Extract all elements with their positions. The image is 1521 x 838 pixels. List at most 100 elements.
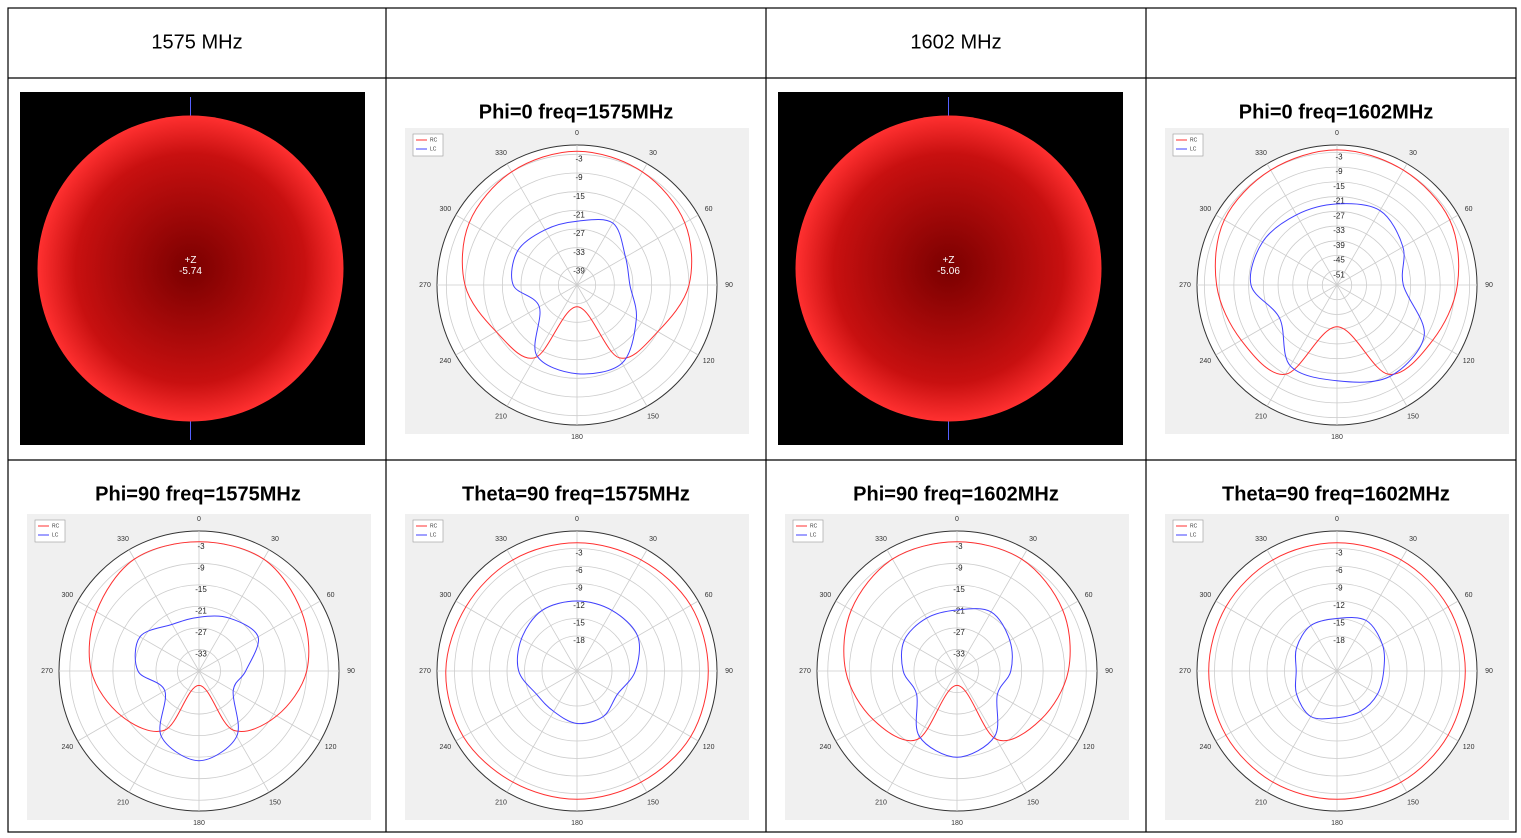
series-line	[511, 218, 637, 375]
radial-tick-label: -27	[573, 229, 585, 238]
grid-spoke	[576, 284, 699, 356]
radial-tick-label: -15	[195, 585, 207, 594]
grid-spoke	[576, 163, 648, 286]
series-line	[900, 608, 1013, 758]
angle-tick-label: 180	[193, 820, 205, 827]
series-line	[445, 542, 709, 800]
chart-title: Theta=90 freq=1575MHz	[462, 483, 690, 505]
angle-tick-label: 330	[495, 150, 507, 157]
radial-tick-label: -33	[953, 650, 965, 659]
angle-tick-label: 120	[703, 744, 715, 751]
grid-spoke	[1215, 600, 1338, 672]
pattern-value: -5.06	[937, 266, 960, 277]
radial-tick-label: -27	[195, 628, 207, 637]
polar-chart: Phi=0 freq=1575MHz 0 30 60 90 120 150 180 210 240…	[405, 101, 749, 441]
grid-spoke	[506, 670, 578, 793]
angle-tick-label: 90	[1485, 668, 1493, 675]
grid-spoke	[1336, 284, 1459, 356]
angle-tick-label: 240	[440, 744, 452, 751]
angle-tick-label: 90	[1105, 668, 1113, 675]
angle-tick-label: 150	[1407, 799, 1419, 806]
pattern-value: -5.74	[179, 266, 202, 277]
grid-spoke	[1266, 284, 1338, 407]
angle-tick-label: 90	[347, 668, 355, 675]
grid-spoke	[1336, 549, 1408, 672]
radial-tick-label: -9	[955, 563, 963, 572]
grid-spoke	[77, 600, 200, 672]
angle-tick-label: 60	[705, 206, 713, 213]
angle-tick-label: 120	[325, 744, 337, 751]
angle-tick-label: 330	[117, 536, 129, 543]
angle-tick-label: 180	[571, 434, 583, 441]
grid-spoke	[1336, 670, 1408, 793]
pattern-sphere	[37, 115, 344, 422]
legend	[1172, 519, 1204, 543]
angle-tick-label: 0	[575, 130, 579, 137]
grid-spoke	[956, 670, 1028, 793]
angle-tick-label: 300	[440, 592, 452, 599]
angle-tick-label: 30	[271, 536, 279, 543]
header-cell: 1602 MHz	[910, 31, 1001, 53]
grid-spoke	[455, 284, 578, 356]
angle-tick-label: 270	[1179, 668, 1191, 675]
pattern-axis-label: +Z	[943, 255, 955, 266]
grid-spoke	[576, 284, 648, 407]
radial-tick-label: -18	[1333, 636, 1345, 645]
radial-tick-label: -33	[573, 248, 585, 257]
legend-label: RC	[430, 137, 438, 143]
angle-tick-label: 300	[440, 206, 452, 213]
table-borders	[7, 7, 1517, 833]
radial-tick-label: -3	[1335, 549, 1343, 558]
radial-tick-label: -3	[575, 549, 583, 558]
radial-tick-label: -3	[197, 542, 205, 551]
grid-spoke	[1336, 214, 1459, 286]
angle-tick-label: 270	[1179, 282, 1191, 289]
series-line	[88, 541, 310, 732]
angle-tick-label: 240	[440, 358, 452, 365]
legend	[412, 133, 444, 157]
angle-tick-label: 150	[647, 413, 659, 420]
angle-tick-label: 240	[62, 744, 74, 751]
angle-tick-label: 120	[1083, 744, 1095, 751]
angle-tick-label: 300	[1200, 206, 1212, 213]
legend-label: RC	[52, 523, 60, 529]
angle-tick-label: 150	[1407, 413, 1419, 420]
angle-tick-label: 30	[649, 150, 657, 157]
grid-spoke	[576, 214, 699, 286]
grid-spoke	[506, 163, 578, 286]
grid-spoke	[1266, 163, 1338, 286]
angle-tick-label: 180	[1331, 820, 1343, 827]
angle-tick-label: 30	[1409, 536, 1417, 543]
grid-spoke	[835, 670, 958, 742]
angle-tick-label: 300	[820, 592, 832, 599]
grid-spoke	[455, 214, 578, 286]
grid-spoke	[956, 670, 1079, 742]
angle-tick-label: 240	[820, 744, 832, 751]
radial-tick-label: -3	[1335, 152, 1343, 161]
chart-title: Theta=90 freq=1602MHz	[1222, 483, 1450, 505]
series-line	[516, 600, 640, 725]
angle-tick-label: 0	[197, 516, 201, 523]
angle-tick-label: 60	[705, 592, 713, 599]
angle-tick-label: 60	[327, 592, 335, 599]
angle-tick-label: 0	[575, 516, 579, 523]
legend-label: LC	[52, 532, 59, 538]
angle-tick-label: 30	[1409, 150, 1417, 157]
angle-tick-label: 90	[725, 282, 733, 289]
legend-label: RC	[810, 523, 818, 529]
angle-tick-label: 210	[495, 799, 507, 806]
pattern-sphere	[795, 115, 1102, 422]
angle-tick-label: 90	[725, 668, 733, 675]
radial-tick-label: -12	[1333, 601, 1345, 610]
radial-tick-label: -51	[1333, 270, 1345, 279]
angle-tick-label: 270	[799, 668, 811, 675]
grid-spoke	[1215, 670, 1338, 742]
angle-tick-label: 30	[1029, 536, 1037, 543]
radial-tick-label: -21	[195, 606, 207, 615]
angle-tick-label: 210	[117, 799, 129, 806]
grid-spoke	[1266, 549, 1338, 672]
angle-tick-label: 330	[1255, 536, 1267, 543]
series-line	[843, 541, 1071, 742]
radial-tick-label: -15	[1333, 182, 1345, 191]
grid-spoke	[1336, 670, 1459, 742]
